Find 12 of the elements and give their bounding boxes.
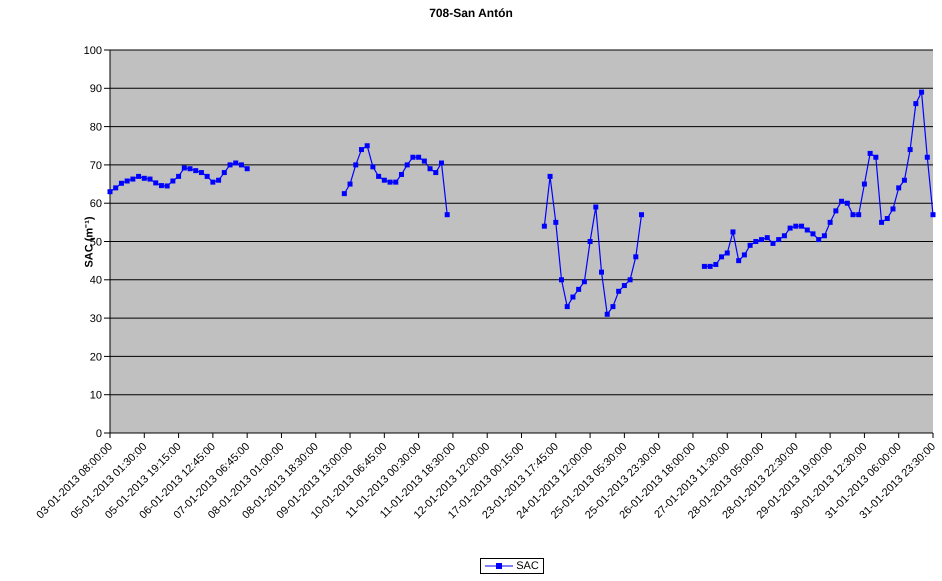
legend-label: SAC <box>515 560 539 572</box>
y-tick-label: 40 <box>90 274 102 287</box>
y-tick-label: 100 <box>84 44 102 57</box>
y-tick-label: 20 <box>90 351 102 364</box>
y-tick-label: 0 <box>96 428 102 440</box>
chart-title: 708-San Antón <box>428 6 514 20</box>
y-tick-label: 10 <box>90 390 102 402</box>
y-tick-label: 80 <box>90 122 102 134</box>
y-tick-label: 70 <box>90 160 102 172</box>
y-tick-label: 90 <box>90 83 102 96</box>
y-tick-label: 60 <box>90 198 102 210</box>
y-tick-label: 30 <box>90 313 102 326</box>
